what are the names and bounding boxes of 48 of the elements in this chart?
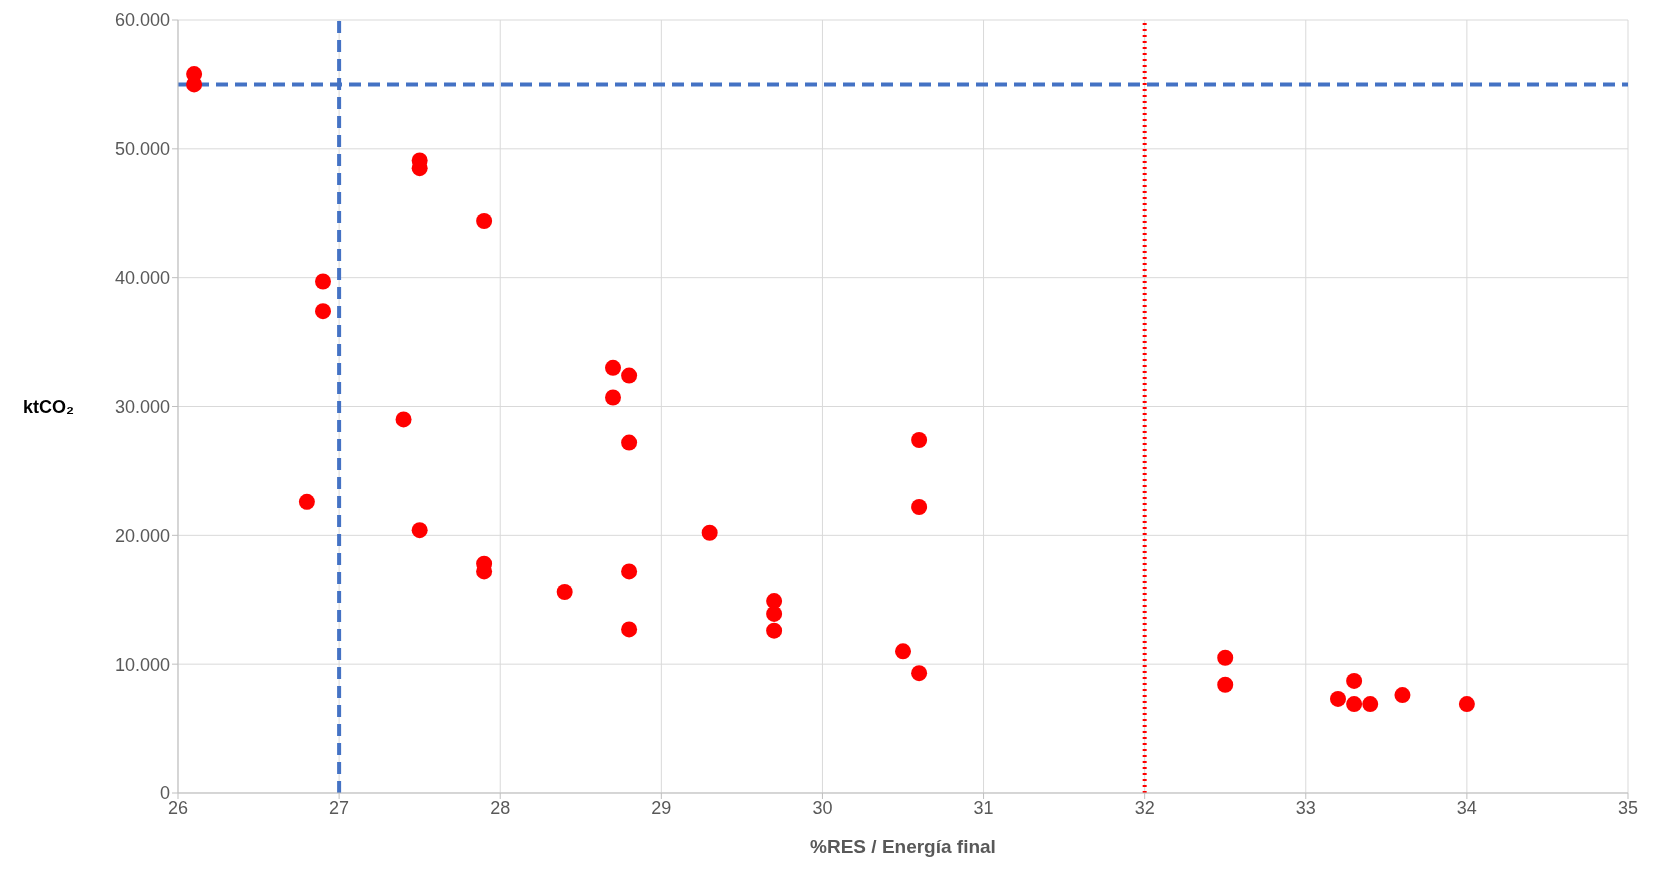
point (476, 212, 493, 229)
point (1330, 690, 1346, 707)
point (1394, 687, 1411, 704)
x-axis-title: %RES / Energía final (810, 836, 996, 857)
x-tick-label: 29 (651, 797, 672, 818)
y-tick-label: 0 (159, 783, 170, 804)
point (1217, 649, 1234, 666)
point (911, 665, 928, 682)
point (1458, 696, 1475, 713)
point (766, 605, 783, 622)
point (1217, 676, 1234, 693)
point (1346, 672, 1363, 689)
point (315, 303, 331, 320)
y-tick-label: 10.000 (114, 654, 170, 675)
point (701, 524, 718, 541)
point (1362, 696, 1379, 713)
x-tick-label: 34 (1456, 797, 1477, 818)
point (895, 643, 911, 660)
point (911, 432, 928, 448)
x-tick-label: 31 (973, 797, 994, 818)
point (605, 389, 621, 406)
x-tick-label: 30 (812, 797, 833, 818)
x-tick-label: 26 (167, 797, 189, 818)
x-tick-label: 35 (1617, 797, 1639, 818)
y-tick-label: 20.000 (114, 525, 170, 546)
point (911, 498, 928, 515)
point (315, 273, 331, 290)
point (395, 411, 412, 428)
point (766, 593, 783, 610)
point (621, 434, 638, 451)
point (621, 621, 638, 638)
y-tick-label: 40.000 (114, 268, 170, 289)
x-tick-label: 33 (1295, 797, 1316, 818)
y-tick-label: 50.000 (114, 139, 170, 160)
point (621, 563, 638, 580)
point (605, 359, 621, 376)
point (621, 367, 638, 384)
y-tick-label: 60.000 (114, 10, 170, 31)
x-tick-label: 28 (490, 797, 511, 818)
y-tick-label: 30.000 (114, 396, 170, 417)
point (298, 493, 315, 510)
point (1346, 696, 1363, 713)
point (766, 622, 783, 639)
point (556, 584, 573, 601)
x-tick-label: 32 (1134, 797, 1155, 818)
x-tick-label: 27 (329, 797, 350, 818)
y-axis-title: ktCO₂ (23, 396, 75, 417)
point (411, 522, 428, 539)
